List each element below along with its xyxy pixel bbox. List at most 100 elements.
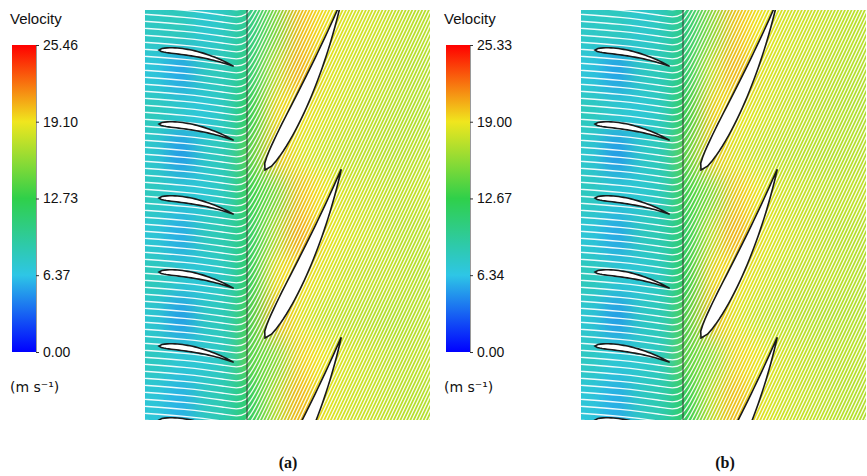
cell (193, 338, 217, 380)
streamline (581, 312, 866, 420)
streamline (145, 137, 430, 420)
tick-label: 12.73 (43, 190, 78, 206)
streamline (581, 10, 866, 311)
guide-vane (595, 122, 669, 140)
panel-label: (a) (279, 454, 298, 472)
interface-line (247, 10, 248, 420)
tick-label: 6.37 (43, 267, 70, 283)
interface-line (683, 10, 684, 420)
streamline (581, 333, 866, 420)
streamline (145, 368, 430, 420)
colorbar-unit: (m s⁻¹) (10, 379, 59, 395)
streamline (581, 137, 866, 420)
streamline (581, 221, 866, 420)
streamline (145, 10, 430, 171)
guide-vane (595, 270, 669, 288)
tick-mark (36, 199, 39, 200)
streamline (581, 382, 866, 420)
streamline (145, 375, 430, 420)
guide-vane (159, 270, 233, 288)
streamline (145, 403, 430, 420)
streamline (145, 10, 430, 269)
streamline (581, 389, 866, 420)
streamline (145, 326, 430, 420)
streamline (581, 10, 866, 31)
tick-mark (36, 45, 39, 46)
streamline (581, 10, 866, 395)
streamline (581, 151, 866, 420)
tick: 12.73 (36, 190, 78, 206)
streamline (145, 361, 430, 420)
cell (193, 297, 217, 339)
colorbar-axis: 0.00 6.37 12.73 19.10 25.46 (36, 37, 78, 360)
cell (216, 215, 240, 257)
streamline (145, 151, 430, 420)
streamline (145, 10, 430, 311)
streamline (145, 312, 430, 420)
streamline (145, 10, 430, 395)
streamline (145, 333, 430, 420)
streamline (145, 10, 430, 129)
guide-vane (595, 48, 669, 66)
streamline (145, 10, 430, 367)
streamline (145, 10, 430, 353)
guide-vane (159, 122, 233, 140)
colorbar: 0.006.3412.6719.0025.33Velocity(m s⁻¹) (444, 10, 512, 395)
streamline (581, 396, 866, 420)
cell (629, 10, 653, 52)
streamline (145, 340, 430, 420)
streamline (145, 396, 430, 420)
tick: 25.46 (36, 37, 78, 53)
tick: 25.33 (470, 37, 512, 53)
panel-label: (b) (715, 454, 735, 472)
streamline (145, 305, 430, 420)
tick-label: 0.00 (43, 344, 70, 360)
streamline (581, 298, 866, 420)
streamline (581, 10, 866, 409)
guide-vane (159, 196, 233, 214)
tick: 6.34 (470, 267, 504, 283)
guide-vane (159, 418, 233, 420)
blades (595, 10, 777, 420)
streamline (581, 10, 866, 129)
streamline (145, 242, 430, 420)
tick-mark (36, 275, 39, 276)
tick-label: 19.10 (43, 114, 78, 130)
streamline (581, 354, 866, 420)
colorbar-unit: (m s⁻¹) (444, 379, 493, 395)
cell (652, 215, 676, 257)
rotor-blade (701, 338, 777, 420)
colorbar-gradient (446, 45, 470, 352)
cell (581, 174, 605, 216)
cell (145, 174, 169, 216)
tick-label: 25.33 (477, 37, 512, 53)
streamline (145, 10, 430, 409)
cell (169, 174, 193, 216)
streamline (145, 298, 430, 420)
tick-mark (470, 122, 473, 123)
streamline (145, 382, 430, 420)
cell (581, 256, 605, 298)
streamline (145, 354, 430, 420)
cell (605, 133, 629, 175)
cell (605, 174, 629, 216)
colorbar-title: Velocity (444, 10, 496, 27)
streamline (581, 10, 866, 213)
streamline (581, 403, 866, 420)
streamline (145, 235, 430, 420)
streamline (581, 53, 866, 420)
tick-label: 0.00 (477, 344, 504, 360)
streamline (581, 410, 866, 420)
streamline (581, 319, 866, 420)
streamline (581, 10, 866, 171)
streamline (581, 228, 866, 420)
colorbar: 0.00 6.37 12.73 19.10 25.46 Velocity (m s⁻¹) (10, 10, 78, 395)
rotor-blade (265, 170, 341, 338)
colorbar-title: Velocity (10, 10, 62, 27)
blades (159, 10, 341, 420)
tick-mark (470, 45, 473, 46)
guide-vane (595, 418, 669, 420)
streamline (581, 368, 866, 420)
streamline (581, 235, 866, 420)
tick: 12.67 (470, 190, 512, 206)
